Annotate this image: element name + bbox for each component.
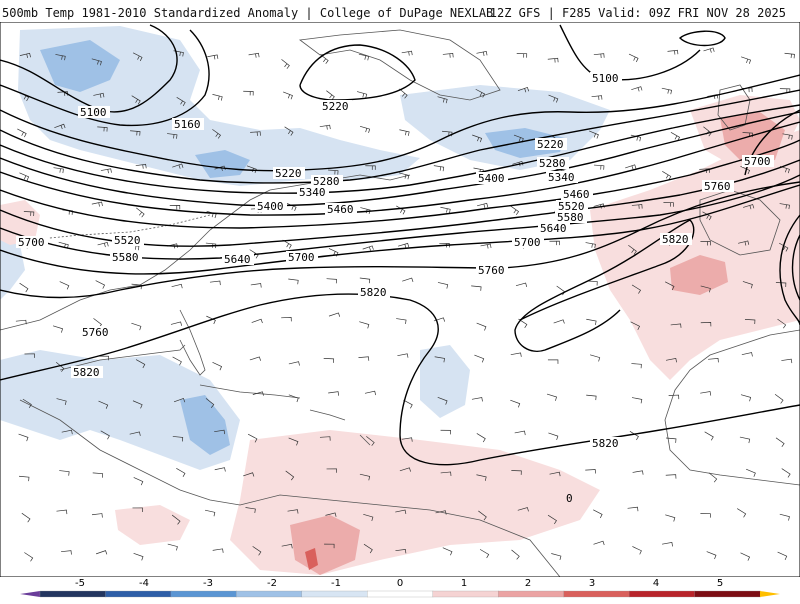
svg-text:5220: 5220 xyxy=(322,100,349,113)
map-title: 500mb Temp 1981-2010 Standardized Anomal… xyxy=(2,6,493,20)
anomaly-colorbar: -5 -4 -3 -2 -1 0 1 2 3 4 5 xyxy=(0,577,800,600)
svg-text:5280: 5280 xyxy=(539,157,566,170)
colorbar-tick: 2 xyxy=(525,578,531,589)
svg-text:5520: 5520 xyxy=(114,234,141,247)
contour-label: 5640 xyxy=(538,222,570,235)
colorbar-tick: -4 xyxy=(139,578,149,589)
map-header: 500mb Temp 1981-2010 Standardized Anomal… xyxy=(0,0,800,22)
contour-label: 5100 xyxy=(78,106,110,119)
svg-text:5760: 5760 xyxy=(82,326,109,339)
svg-text:5820: 5820 xyxy=(73,366,100,379)
colorbar-tick: -2 xyxy=(267,578,277,589)
svg-text:5700: 5700 xyxy=(18,236,45,249)
colorbar-tick-labels: -5 -4 -3 -2 -1 0 1 2 3 4 5 xyxy=(75,578,723,589)
colorbar-band xyxy=(629,591,695,597)
svg-text:5100: 5100 xyxy=(80,106,107,119)
svg-text:5820: 5820 xyxy=(662,233,689,246)
contour-label: 5760 xyxy=(80,326,112,339)
contour-label: 5220 xyxy=(535,138,567,151)
colorbar-tick: -3 xyxy=(203,578,213,589)
contour-label: 5700 xyxy=(742,155,774,168)
svg-text:5400: 5400 xyxy=(478,172,505,185)
contour-label: 0 xyxy=(566,492,573,505)
contour-label: 5460 xyxy=(325,203,357,216)
colorbar-tick: 0 xyxy=(397,578,403,589)
contour-label: 5820 xyxy=(660,233,692,246)
contour-label: 5520 xyxy=(112,234,144,247)
colorbar-band xyxy=(433,591,499,597)
svg-text:5340: 5340 xyxy=(548,171,575,184)
contour-label: 5820 xyxy=(590,437,622,450)
contour-label: 5340 xyxy=(297,186,329,199)
contour-label: 5400 xyxy=(255,200,287,213)
colorbar-tick: 4 xyxy=(653,578,659,589)
colorbar-band xyxy=(20,591,40,597)
contour-label: 5280 xyxy=(537,157,569,170)
colorbar-bands xyxy=(20,591,780,597)
svg-text:5820: 5820 xyxy=(592,437,619,450)
colorbar-tick: 5 xyxy=(717,578,723,589)
colorbar-band xyxy=(236,591,302,597)
contour-label: 5580 xyxy=(110,251,142,264)
colorbar-band xyxy=(105,591,171,597)
colorbar-band xyxy=(760,591,780,597)
contour-label: 5220 xyxy=(320,100,352,113)
contour-label: 5100 xyxy=(590,72,622,85)
contour-label: 5160 xyxy=(172,118,204,131)
anomaly-map: 5100 5100 5160 5220 5220 5220 5280 5280 … xyxy=(0,22,800,577)
colorbar-band xyxy=(498,591,564,597)
colorbar-band xyxy=(367,591,433,597)
svg-text:5400: 5400 xyxy=(257,200,284,213)
model-run-info: 12Z GFS | F285 Valid: 09Z FRI NOV 28 202… xyxy=(490,6,786,20)
contour-label: 5220 xyxy=(273,167,305,180)
contour-label: 5700 xyxy=(286,251,318,264)
colorbar-band xyxy=(171,591,237,597)
contour-label: 5700 xyxy=(16,236,48,249)
contour-label: 5400 xyxy=(476,172,508,185)
svg-text:5220: 5220 xyxy=(275,167,302,180)
contour-label: 5760 xyxy=(476,264,508,277)
contour-label: 5700 xyxy=(512,236,544,249)
colorbar-tick: 3 xyxy=(589,578,595,589)
svg-text:5760: 5760 xyxy=(704,180,731,193)
colorbar-band xyxy=(302,591,368,597)
contour-label: 5820 xyxy=(71,366,103,379)
svg-text:5220: 5220 xyxy=(537,138,564,151)
svg-text:5340: 5340 xyxy=(299,186,326,199)
svg-text:5640: 5640 xyxy=(540,222,567,235)
svg-text:5700: 5700 xyxy=(288,251,315,264)
svg-text:5700: 5700 xyxy=(744,155,771,168)
colorbar-band xyxy=(40,591,106,597)
colorbar-tick: -1 xyxy=(331,578,341,589)
svg-text:0: 0 xyxy=(566,492,573,505)
svg-text:5100: 5100 xyxy=(592,72,619,85)
svg-text:5760: 5760 xyxy=(478,264,505,277)
svg-text:5820: 5820 xyxy=(360,286,387,299)
svg-text:5160: 5160 xyxy=(174,118,201,131)
svg-text:5700: 5700 xyxy=(514,236,541,249)
contour-label: 5640 xyxy=(222,253,254,266)
svg-text:5460: 5460 xyxy=(327,203,354,216)
contour-label: 5820 xyxy=(358,286,390,299)
colorbar-band xyxy=(695,591,761,597)
colorbar-tick: 1 xyxy=(461,578,467,589)
contour-label: 5340 xyxy=(546,171,578,184)
contour-label: 5760 xyxy=(702,180,734,193)
svg-text:5640: 5640 xyxy=(224,253,251,266)
svg-text:5580: 5580 xyxy=(112,251,139,264)
colorbar-band xyxy=(564,591,630,597)
colorbar-tick: -5 xyxy=(75,578,85,589)
